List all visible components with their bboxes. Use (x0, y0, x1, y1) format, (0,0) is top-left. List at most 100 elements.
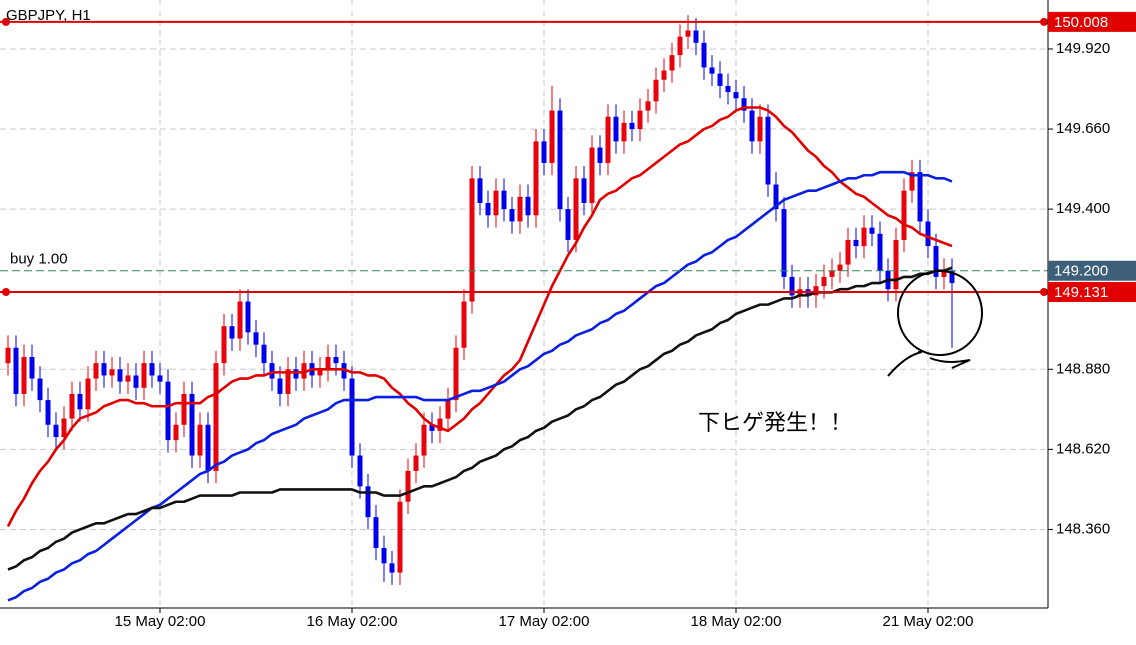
candle-body (29, 356, 35, 379)
candle-body (829, 270, 835, 277)
candle-body (165, 381, 171, 441)
moving-average (7, 266, 953, 571)
candle-body (61, 418, 67, 438)
candle-body (205, 424, 211, 471)
candle-body (141, 363, 147, 388)
candle-body (453, 347, 459, 401)
x-tick-label: 15 May 02:00 (115, 613, 206, 630)
y-tick-label: 149.400 (1056, 200, 1110, 217)
candle-body (445, 400, 451, 419)
candle-body (677, 36, 683, 56)
candle-body (245, 301, 251, 333)
candle-body (533, 141, 539, 216)
y-tick-label: 148.360 (1056, 520, 1110, 537)
candle-body (941, 270, 947, 277)
x-tick-label: 16 May 02:00 (307, 613, 398, 630)
candle-body (285, 369, 291, 394)
candle-body (437, 418, 443, 431)
candle-body (397, 501, 403, 573)
candle-body (821, 276, 827, 287)
candle-body (525, 196, 531, 216)
candle-body (813, 286, 819, 296)
candle-body (501, 190, 507, 210)
y-tick-label: 149.660 (1056, 120, 1110, 137)
order-label: buy 1.00 (10, 251, 68, 268)
moving-average (7, 170, 953, 602)
candle-body (645, 101, 651, 111)
line-handle (1040, 287, 1048, 296)
candle-body (469, 178, 475, 302)
candle-body (613, 116, 619, 142)
price-chip-label: 149.200 (1054, 263, 1108, 280)
candle-body (357, 455, 363, 487)
candle-body (117, 369, 123, 382)
moving-average (6, 106, 953, 527)
candle-body (21, 356, 27, 394)
candle-body (837, 264, 843, 271)
candle-body (893, 239, 899, 290)
candle-body (629, 122, 635, 130)
candle-body (13, 347, 19, 394)
x-tick-label: 21 May 02:00 (883, 613, 974, 630)
candle-body (845, 239, 851, 265)
candle-body (917, 172, 923, 222)
candle-body (317, 369, 323, 376)
candle-body (925, 221, 931, 247)
candle-body (149, 363, 155, 376)
candle-body (493, 190, 499, 216)
candle-body (157, 375, 163, 382)
candle-body (229, 326, 235, 339)
candle-body (485, 202, 491, 216)
candle-body (773, 184, 779, 210)
candle-body (429, 424, 435, 431)
candle-body (301, 363, 307, 379)
candle-body (277, 378, 283, 394)
candle-body (477, 178, 483, 203)
candle-body (421, 424, 427, 456)
hand-stroke (887, 351, 971, 377)
x-tick-label: 18 May 02:00 (691, 613, 782, 630)
candle-body (557, 110, 563, 210)
candle-body (45, 400, 51, 425)
x-tick-label: 17 May 02:00 (499, 613, 590, 630)
candle-body (101, 363, 107, 376)
candle-body (781, 209, 787, 277)
candle-body (5, 347, 11, 364)
candle-body (661, 70, 667, 80)
candle-body (269, 363, 275, 379)
candle-body (653, 79, 659, 102)
candle-body (125, 375, 131, 382)
candle-body (53, 424, 59, 438)
candle-body (173, 424, 179, 441)
candle-body (685, 30, 691, 37)
price-chip-label: 150.008 (1054, 14, 1108, 31)
y-tick-label: 149.920 (1056, 40, 1110, 57)
candle-body (717, 73, 723, 86)
candle-body (933, 246, 939, 277)
candle-body (189, 393, 195, 456)
candle-body (365, 486, 371, 518)
candle-body (389, 563, 395, 573)
annotation: 下ヒゲ発生！！ (698, 410, 852, 435)
candle-body (109, 369, 115, 376)
candle-body (405, 470, 411, 502)
candle-body (573, 178, 579, 240)
candle-body (909, 172, 915, 191)
candle-body (749, 110, 755, 142)
chart-title: GBPJPY, H1 (6, 7, 91, 24)
candle-body (861, 227, 867, 247)
candle-body (333, 356, 339, 364)
candle-body (197, 424, 203, 456)
candle-body (605, 116, 611, 163)
candle-body (213, 363, 219, 471)
candle-body (181, 393, 187, 425)
candle-body (669, 55, 675, 71)
candle-body (381, 547, 387, 564)
candle-body (549, 110, 555, 163)
candle-body (869, 227, 875, 234)
candle-body (517, 196, 523, 222)
candle-body (693, 30, 699, 43)
y-tick-label: 148.620 (1056, 440, 1110, 457)
